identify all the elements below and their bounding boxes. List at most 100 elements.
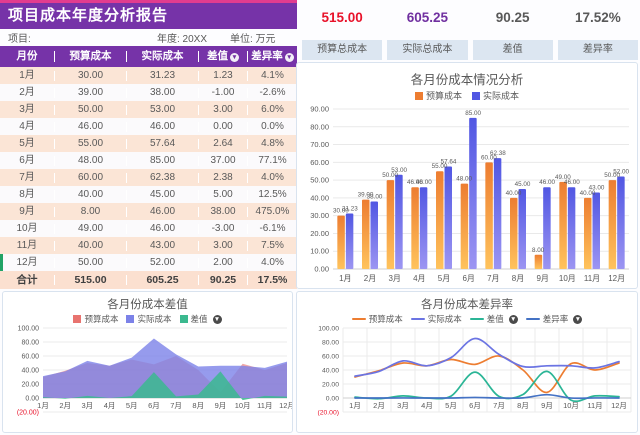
table-cell: 9月 bbox=[0, 206, 55, 217]
svg-text:60.00: 60.00 bbox=[322, 354, 339, 361]
table-row: 8月 40.00 45.00 5.00 12.5% bbox=[0, 186, 297, 203]
svg-text:1月: 1月 bbox=[349, 401, 361, 410]
legend-label: 实际成本 bbox=[483, 91, 520, 101]
svg-text:40.00: 40.00 bbox=[21, 368, 39, 375]
svg-text:(20.00): (20.00) bbox=[17, 410, 39, 417]
legend-item: 差值 ▼ bbox=[179, 313, 222, 325]
svg-text:70.00: 70.00 bbox=[310, 140, 329, 149]
table-cell: 90.25 bbox=[199, 275, 248, 286]
svg-text:4月: 4月 bbox=[421, 401, 433, 410]
svg-text:50.00: 50.00 bbox=[382, 172, 398, 179]
sort-filter-icon[interactable]: ▼ bbox=[284, 53, 294, 62]
table-cell: 40.00 bbox=[55, 189, 127, 200]
table-cell: 605.25 bbox=[127, 275, 199, 286]
bar-budget bbox=[386, 180, 395, 269]
svg-text:9月: 9月 bbox=[541, 401, 553, 410]
table-cell: 46.00 bbox=[127, 121, 199, 132]
sort-filter-icon[interactable]: ▼ bbox=[230, 53, 239, 62]
bar-actual bbox=[419, 187, 428, 269]
bar-actual bbox=[444, 166, 452, 269]
svg-text:3月: 3月 bbox=[388, 274, 400, 283]
legend-label: 差值 bbox=[190, 314, 208, 324]
svg-text:40.00: 40.00 bbox=[580, 190, 596, 197]
table-cell: 39.00 bbox=[55, 87, 127, 98]
svg-text:7月: 7月 bbox=[493, 401, 505, 410]
summary-actual-total-label: 实际总成本 bbox=[387, 40, 468, 60]
table-cell: 8.00 bbox=[55, 206, 127, 217]
svg-text:3月: 3月 bbox=[82, 401, 94, 410]
sort-filter-icon[interactable]: ▼ bbox=[573, 314, 583, 324]
bar-budget bbox=[510, 197, 518, 269]
legend-marker-icon bbox=[73, 315, 82, 323]
table-row: 2月 39.00 38.00 -1.00 -2.6% bbox=[0, 84, 297, 101]
svg-text:2月: 2月 bbox=[59, 401, 71, 410]
bar-actual bbox=[370, 201, 378, 269]
unit-label: 单位: 万元 bbox=[230, 34, 276, 45]
table-cell: 2.38 bbox=[199, 172, 248, 183]
table-cell: 515.00 bbox=[55, 275, 127, 286]
svg-text:46.00: 46.00 bbox=[564, 179, 580, 186]
svg-text:0.00: 0.00 bbox=[25, 396, 39, 403]
svg-text:30.00: 30.00 bbox=[333, 208, 349, 215]
table-cell: -6.1% bbox=[259, 222, 286, 234]
selection-accent bbox=[0, 254, 3, 271]
legend-marker-icon bbox=[525, 317, 540, 321]
bar-actual bbox=[395, 174, 403, 269]
table-cell: 8月 bbox=[0, 189, 55, 200]
bar-budget bbox=[559, 181, 567, 269]
bar-actual bbox=[543, 187, 551, 269]
summary-actual-total: 605.25 bbox=[406, 10, 449, 25]
svg-text:40.00: 40.00 bbox=[506, 190, 522, 197]
monthly-cost-bar-chart-card: 各月份成本情况分析 预算成本 实际成本 0.00 10.00 20.00 30.00 40… bbox=[296, 62, 638, 289]
sort-filter-icon[interactable]: ▼ bbox=[212, 314, 222, 324]
table-header-row: 月份 预算成本 实际成本 差值 ▼ 差异率 ▼ bbox=[0, 46, 297, 67]
table-cell: 46.00 bbox=[55, 121, 127, 132]
table-cell: 50.00 bbox=[55, 257, 127, 268]
svg-text:39.00: 39.00 bbox=[358, 192, 374, 199]
table-cell: 实际成本 bbox=[127, 51, 199, 62]
legend-item: 差值 ▼ bbox=[469, 313, 518, 325]
svg-text:8月: 8月 bbox=[192, 401, 204, 410]
table-cell: 7.5% bbox=[261, 239, 284, 251]
bar-actual bbox=[493, 158, 502, 269]
svg-text:4月: 4月 bbox=[413, 274, 425, 283]
year-label: 年度: 20XX bbox=[157, 34, 208, 45]
sort-filter-icon[interactable]: ▼ bbox=[508, 314, 518, 324]
svg-text:48.00: 48.00 bbox=[456, 176, 472, 183]
table-cell: 4.8% bbox=[261, 137, 284, 149]
table-cell: 49.00 bbox=[55, 223, 127, 234]
table-cell: 2月 bbox=[0, 87, 55, 98]
svg-text:1月: 1月 bbox=[37, 401, 49, 410]
svg-text:4月: 4月 bbox=[104, 401, 116, 410]
svg-text:2月: 2月 bbox=[364, 274, 376, 283]
bar-budget bbox=[362, 199, 370, 269]
svg-text:11月: 11月 bbox=[587, 401, 602, 410]
svg-text:52.00: 52.00 bbox=[613, 169, 629, 176]
svg-text:7月: 7月 bbox=[487, 274, 499, 283]
report-meta: 项目: 年度: 20XX 单位: 万元 bbox=[0, 30, 297, 45]
table-cell: 37.00 bbox=[199, 155, 248, 166]
legend-item: 预算成本 bbox=[414, 89, 462, 102]
table-cell: 差值 ▼ bbox=[199, 51, 248, 62]
svg-text:45.00: 45.00 bbox=[515, 181, 531, 188]
svg-text:3月: 3月 bbox=[397, 401, 409, 410]
svg-text:6月: 6月 bbox=[462, 274, 474, 283]
legend-marker-icon bbox=[410, 317, 425, 321]
svg-text:10.00: 10.00 bbox=[310, 247, 329, 256]
svg-text:10月: 10月 bbox=[235, 401, 251, 410]
table-cell: 40.00 bbox=[55, 240, 127, 251]
page-title: 项目成本年度分析报告 bbox=[0, 3, 297, 29]
table-row: 1月 30.00 31.23 1.23 4.1% bbox=[0, 67, 297, 84]
table-cell: 1.23 bbox=[199, 70, 248, 81]
table-cell: 60.00 bbox=[55, 172, 127, 183]
table-row: 6月 48.00 85.00 37.00 77.1% bbox=[0, 152, 297, 169]
legend-label: 实际成本 bbox=[137, 314, 172, 324]
table-cell: -1.00 bbox=[199, 87, 248, 98]
legend-label: 预算成本 bbox=[368, 314, 403, 324]
area-series bbox=[43, 371, 287, 401]
table-cell: -2.6% bbox=[259, 86, 286, 98]
legend-item: 实际成本 bbox=[410, 313, 462, 325]
summary-diff-rate-label: 差异率 bbox=[557, 40, 638, 60]
svg-text:11月: 11月 bbox=[257, 401, 272, 410]
table-cell: 预算成本 bbox=[55, 51, 127, 62]
